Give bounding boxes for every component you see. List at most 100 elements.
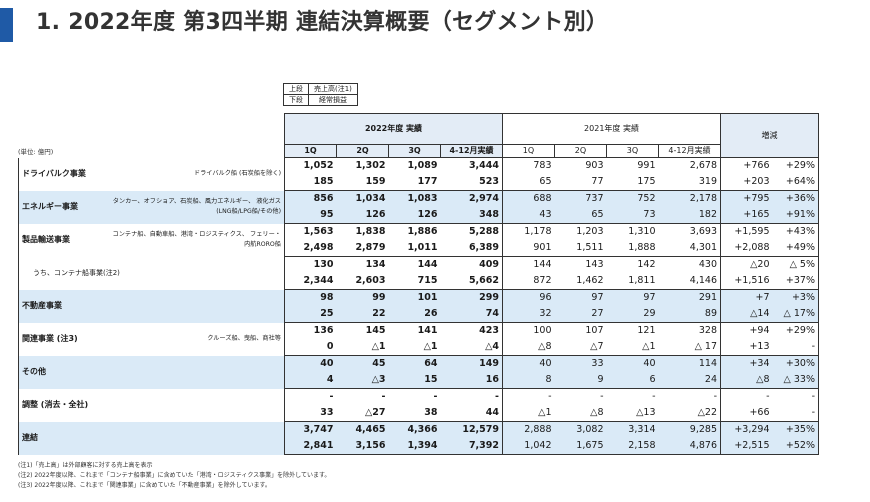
cell-ytd: -	[440, 388, 503, 405]
cell-q3: 15	[388, 372, 441, 389]
legend-bottom-desc: 経常損益	[308, 94, 358, 106]
cell-change-amount: +795	[720, 190, 773, 207]
cell-prior-q3: 29	[606, 306, 659, 323]
cell-prior-q1: 65	[502, 174, 555, 191]
cell-change-amount: △20	[720, 256, 773, 273]
cell-q2: 2,603	[336, 273, 389, 290]
cell-prior-q2: 737	[554, 190, 607, 207]
cell-ytd: 12,579	[440, 421, 503, 438]
cell-prior-q2: 9	[554, 372, 607, 389]
cell-change-percent: -	[772, 339, 819, 356]
cell-prior-q2: 903	[585, 160, 604, 171]
cell-q3: 38	[388, 405, 441, 422]
cell-q3: 126	[388, 207, 441, 224]
cell-prior-ytd: 4,876	[658, 438, 721, 455]
current-year-header: 2022年度 実績	[284, 113, 503, 145]
cell-prior-q1: 872	[502, 273, 555, 290]
cell-prior-q1: 96	[502, 289, 555, 306]
cell-q3: 26	[388, 306, 441, 323]
cell-prior-q2: 1,203	[576, 226, 604, 237]
cell-prior-q3: 175	[606, 174, 659, 191]
cell-prior-q1: 688	[502, 190, 555, 207]
segment-row-profit: 95 126 126 348 43 65 73 182 +165 +91%	[19, 207, 819, 224]
cell-prior-ytd: 3,693	[658, 223, 721, 240]
cell-q2: 4,465	[336, 421, 389, 438]
cell-change-percent: +36%	[772, 190, 819, 207]
cell-prior-q2: △7	[554, 339, 607, 356]
cell-prior-q2: 1,462	[554, 273, 607, 290]
cell-ytd: 423	[440, 322, 503, 339]
cell-ytd: 5,662	[440, 273, 503, 290]
cell-prior-q1: 8	[502, 372, 555, 389]
footnotes: (注1)「売上高」は外部顧客に対する売上高を表示 (注2) 2022年度以降、こ…	[18, 461, 330, 491]
cell-change-percent: +91%	[772, 207, 819, 224]
cell-q1: 2,498	[284, 240, 337, 257]
cell-ytd: 7,392	[440, 438, 503, 455]
cell-ytd: 74	[440, 306, 503, 323]
segment-row-revenue: 連結 3,747 4,465 4,366 12,579 2,888 3,082 3,314 9,…	[18, 421, 819, 455]
cell-q1: 4	[284, 372, 337, 389]
cell-q2: △1	[336, 339, 389, 356]
cell-prior-q3: 2,158	[606, 438, 659, 455]
cell-prior-q3: 121	[637, 325, 656, 336]
segment-name: 連結	[18, 421, 109, 455]
cell-prior-q1: 1,042	[502, 438, 555, 455]
cell-prior-q1: 32	[502, 306, 555, 323]
cell-q1: 1,052	[284, 157, 337, 174]
cell-change-percent: △ 33%	[772, 372, 819, 389]
legend-bottom-label: 下段	[283, 94, 309, 106]
cell-change-percent: △ 17%	[772, 306, 819, 323]
cell-ytd: 3,444	[440, 157, 503, 174]
legend-top-desc: 売上高(注1)	[308, 83, 358, 95]
cell-prior-q3: 97	[606, 289, 659, 306]
cell-q2: 159	[336, 174, 389, 191]
cell-prior-q1: 1,178	[502, 223, 555, 240]
segment-name: エネルギー事業	[18, 190, 109, 224]
segment-row-revenue: 不動産事業 98 99 101 299 96 97 97 291 +7 +3%	[18, 289, 819, 323]
page-title: 1. 2022年度 第3四半期 連結決算概要（セグメント別）	[36, 10, 609, 35]
cell-q3: 1,394	[388, 438, 441, 455]
cell-prior-q2: -	[600, 391, 604, 402]
cell-prior-q3: 6	[606, 372, 659, 389]
cell-prior-ytd: 182	[658, 207, 721, 224]
cell-prior-q3: △1	[606, 339, 659, 356]
cell-q3: 1,886	[407, 226, 438, 237]
cell-change-amount: +3,294	[720, 421, 773, 438]
prior-year-header: 2021年度 実績	[502, 113, 721, 145]
cell-prior-q3: 1,811	[606, 273, 659, 290]
footnote: (注1)「売上高」は外部顧客に対する売上高を表示	[18, 462, 153, 469]
segment-description	[109, 389, 285, 422]
cell-prior-q2: 143	[585, 259, 604, 270]
cell-q1: 3,747	[284, 421, 337, 438]
cell-q1: 0	[284, 339, 337, 356]
cell-q3: 101	[388, 289, 441, 306]
cell-ytd: 5,288	[440, 223, 503, 240]
cell-q3: 64	[388, 355, 441, 372]
cell-q1: 1,563	[284, 223, 337, 240]
cell-change-percent: +52%	[772, 438, 819, 455]
cell-change-percent: +43%	[772, 223, 819, 240]
cell-prior-ytd: 9,285	[658, 421, 721, 438]
cell-prior-q1: 40	[502, 355, 555, 372]
cell-q2: △27	[336, 405, 389, 422]
cell-q2: 1,838	[355, 226, 386, 237]
cell-q2: △3	[336, 372, 389, 389]
cell-q2: 1,034	[336, 190, 389, 207]
cell-q2: 145	[365, 325, 386, 336]
col-header-prior-q2: 2Q	[554, 144, 607, 158]
cell-change-amount: +94	[720, 322, 773, 339]
cell-change-amount: △8	[720, 372, 773, 389]
segment-description	[108, 289, 285, 323]
segment-description: クルーズ船、曳船、商社等	[207, 335, 281, 342]
segment-row-revenue: 関連事業 (注3) クルーズ船、曳船、商社等 136 145 141 423 100 107 1…	[18, 322, 819, 356]
cell-q1: 25	[284, 306, 337, 323]
cell-q1: 2,841	[284, 438, 337, 455]
cell-prior-q3: 3,314	[606, 421, 659, 438]
cell-prior-q1: -	[502, 388, 555, 405]
cell-prior-q3: 752	[606, 190, 659, 207]
cell-prior-q2: 3,082	[554, 421, 607, 438]
segment-rows: ドライバルク事業 ドライバルク船 (石炭船を除く) 1,052 1,302 1,089 3…	[18, 157, 819, 455]
footnote: (注3) 2022年度以降、これまで「関連事業」に含めていた「不動産事業」を除外…	[18, 482, 271, 489]
cell-prior-ytd: 4,301	[658, 240, 721, 257]
cell-prior-q1: 783	[502, 157, 555, 174]
